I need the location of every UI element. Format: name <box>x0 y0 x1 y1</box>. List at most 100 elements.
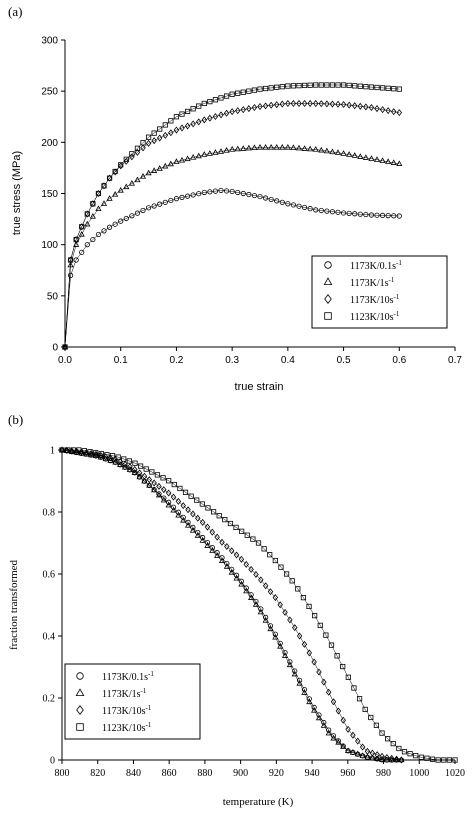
panel-b-y-tick-label: 0.8 <box>43 508 56 519</box>
panel-b-data-point <box>255 540 262 546</box>
panel-a-series-square <box>62 82 402 350</box>
panel-a-data-point <box>212 113 219 121</box>
panel-a-data-point <box>368 84 375 90</box>
panel-a-data-point <box>190 120 196 128</box>
panel-a-data-point <box>352 211 358 217</box>
panel-a-data-point <box>352 102 358 110</box>
panel-b-data-point <box>401 749 408 755</box>
panel-b-data-point <box>156 482 162 490</box>
panel-b-data-point <box>272 594 279 602</box>
panel-a-data-point <box>184 155 191 162</box>
panel-b-data-point <box>151 486 158 493</box>
panel-b-y-tick-label: 1 <box>50 446 55 457</box>
panel-a-data-point <box>179 111 185 117</box>
panel-a-data-point <box>235 90 241 96</box>
panel-a-data-point <box>285 83 291 89</box>
panel-a-data-point <box>318 100 324 108</box>
panel-b-data-point <box>70 447 76 453</box>
panel-b-data-point <box>349 749 357 755</box>
panel-b-data-point <box>156 491 162 497</box>
panel-a-data-point <box>279 100 285 108</box>
panel-a-data-point <box>78 230 85 237</box>
panel-a-data-point <box>145 169 152 176</box>
panel-a-legend-label: 1123K/10s-1 <box>350 310 400 323</box>
panel-a-data-point <box>168 197 174 204</box>
panel-a-data-point <box>363 211 369 218</box>
panel-a-series-line <box>64 147 400 348</box>
panel-a-data-point <box>368 212 375 218</box>
panel-b-data-point <box>413 753 419 759</box>
panel-a-data-point <box>324 208 330 214</box>
panel-a-data-point <box>195 152 202 159</box>
panel-a-data-point <box>84 210 90 218</box>
panel-a-data-point <box>379 157 386 163</box>
panel-a-data-point <box>229 108 235 116</box>
panel-a-y-tick-label: 300 <box>41 36 58 47</box>
panel-a-data-point <box>67 257 74 263</box>
panel-a-y-tick-label: 0 <box>52 343 58 354</box>
panel-b-y-tick-label: 0.2 <box>43 694 56 705</box>
panel-b-data-point <box>112 458 119 465</box>
panel-a-data-point <box>168 118 174 124</box>
panel-b-data-point <box>204 523 211 531</box>
panel-a-y-label: true stress (MPa) <box>11 151 23 235</box>
panel-a-data-point <box>296 83 302 89</box>
panel-b-data-point <box>267 625 274 632</box>
panel-b-data-point <box>286 661 293 668</box>
panel-a-data-point <box>285 201 291 207</box>
panel-a-data-point <box>318 82 324 88</box>
panel-b-data-point <box>154 472 161 478</box>
panel-b-data-point <box>340 743 347 749</box>
panel-b-data-point <box>165 501 172 508</box>
panel-b-x-tick-label: 840 <box>126 768 141 779</box>
panel-a-data-point <box>357 83 363 89</box>
panel-b-data-point <box>292 668 298 674</box>
panel-a-data-point <box>84 211 90 217</box>
panel-a-data-point <box>179 124 185 132</box>
panel-a-data-point <box>274 198 280 204</box>
panel-b-series-square <box>59 447 458 763</box>
panel-a-data-point <box>374 212 380 218</box>
panel-b-data-point <box>233 572 240 578</box>
panel-b-data-point <box>177 485 183 492</box>
panel-b-x-tick-label: 920 <box>269 768 284 779</box>
panel-a-data-point <box>184 108 191 115</box>
panel-b-data-point <box>296 632 303 640</box>
panel-b-x-tick-label: 980 <box>376 768 391 779</box>
panel-b-data-point <box>320 722 327 728</box>
panel-b-data-point <box>393 755 400 763</box>
panel-b-data-point <box>378 756 386 762</box>
panel-a-data-point <box>162 199 168 205</box>
panel-a-data-point <box>190 154 197 160</box>
panel-b-x-tick-label: 820 <box>90 768 105 779</box>
panel-b-data-point <box>292 624 298 632</box>
panel-a-data-point <box>201 116 207 124</box>
panel-a-data-point <box>134 145 141 151</box>
panel-b-data-point <box>166 478 172 484</box>
panel-a-data-point <box>391 86 397 92</box>
panel-b-data-point <box>214 533 220 541</box>
panel-b-data-point <box>93 450 99 458</box>
panel-a-data-point <box>95 205 102 212</box>
panel-a-data-point <box>296 203 302 209</box>
panel-b-data-point <box>325 688 332 696</box>
panel-a-data-point <box>262 102 269 110</box>
panel-a-data-point <box>368 104 375 112</box>
panel-b-data-point <box>223 563 230 569</box>
panel-a-data-point <box>201 151 208 157</box>
panel-a-data-point <box>346 210 352 216</box>
panel-b-data-point <box>190 510 196 518</box>
panel-b-legend-label: 1173K/1s-1 <box>102 687 147 700</box>
panel-b-data-point <box>262 617 269 623</box>
panel-a-data-point <box>374 84 380 91</box>
panel-a-data-point <box>90 200 96 208</box>
panel-a-data-point <box>290 99 297 107</box>
panel-b-y-tick-label: 0.6 <box>43 570 56 581</box>
panel-a-data-point <box>229 188 235 195</box>
panel-b-legend: 1173K/0.1s-1 1173K/1s-1 1173K/10s-1 1123K/1… <box>64 663 201 740</box>
panel-b-data-point <box>250 536 256 542</box>
panel-a-data-point <box>112 221 118 227</box>
panel-b-data-point <box>272 633 279 640</box>
panel-a-data-point <box>301 204 308 211</box>
panel-a-data-point <box>340 100 347 108</box>
